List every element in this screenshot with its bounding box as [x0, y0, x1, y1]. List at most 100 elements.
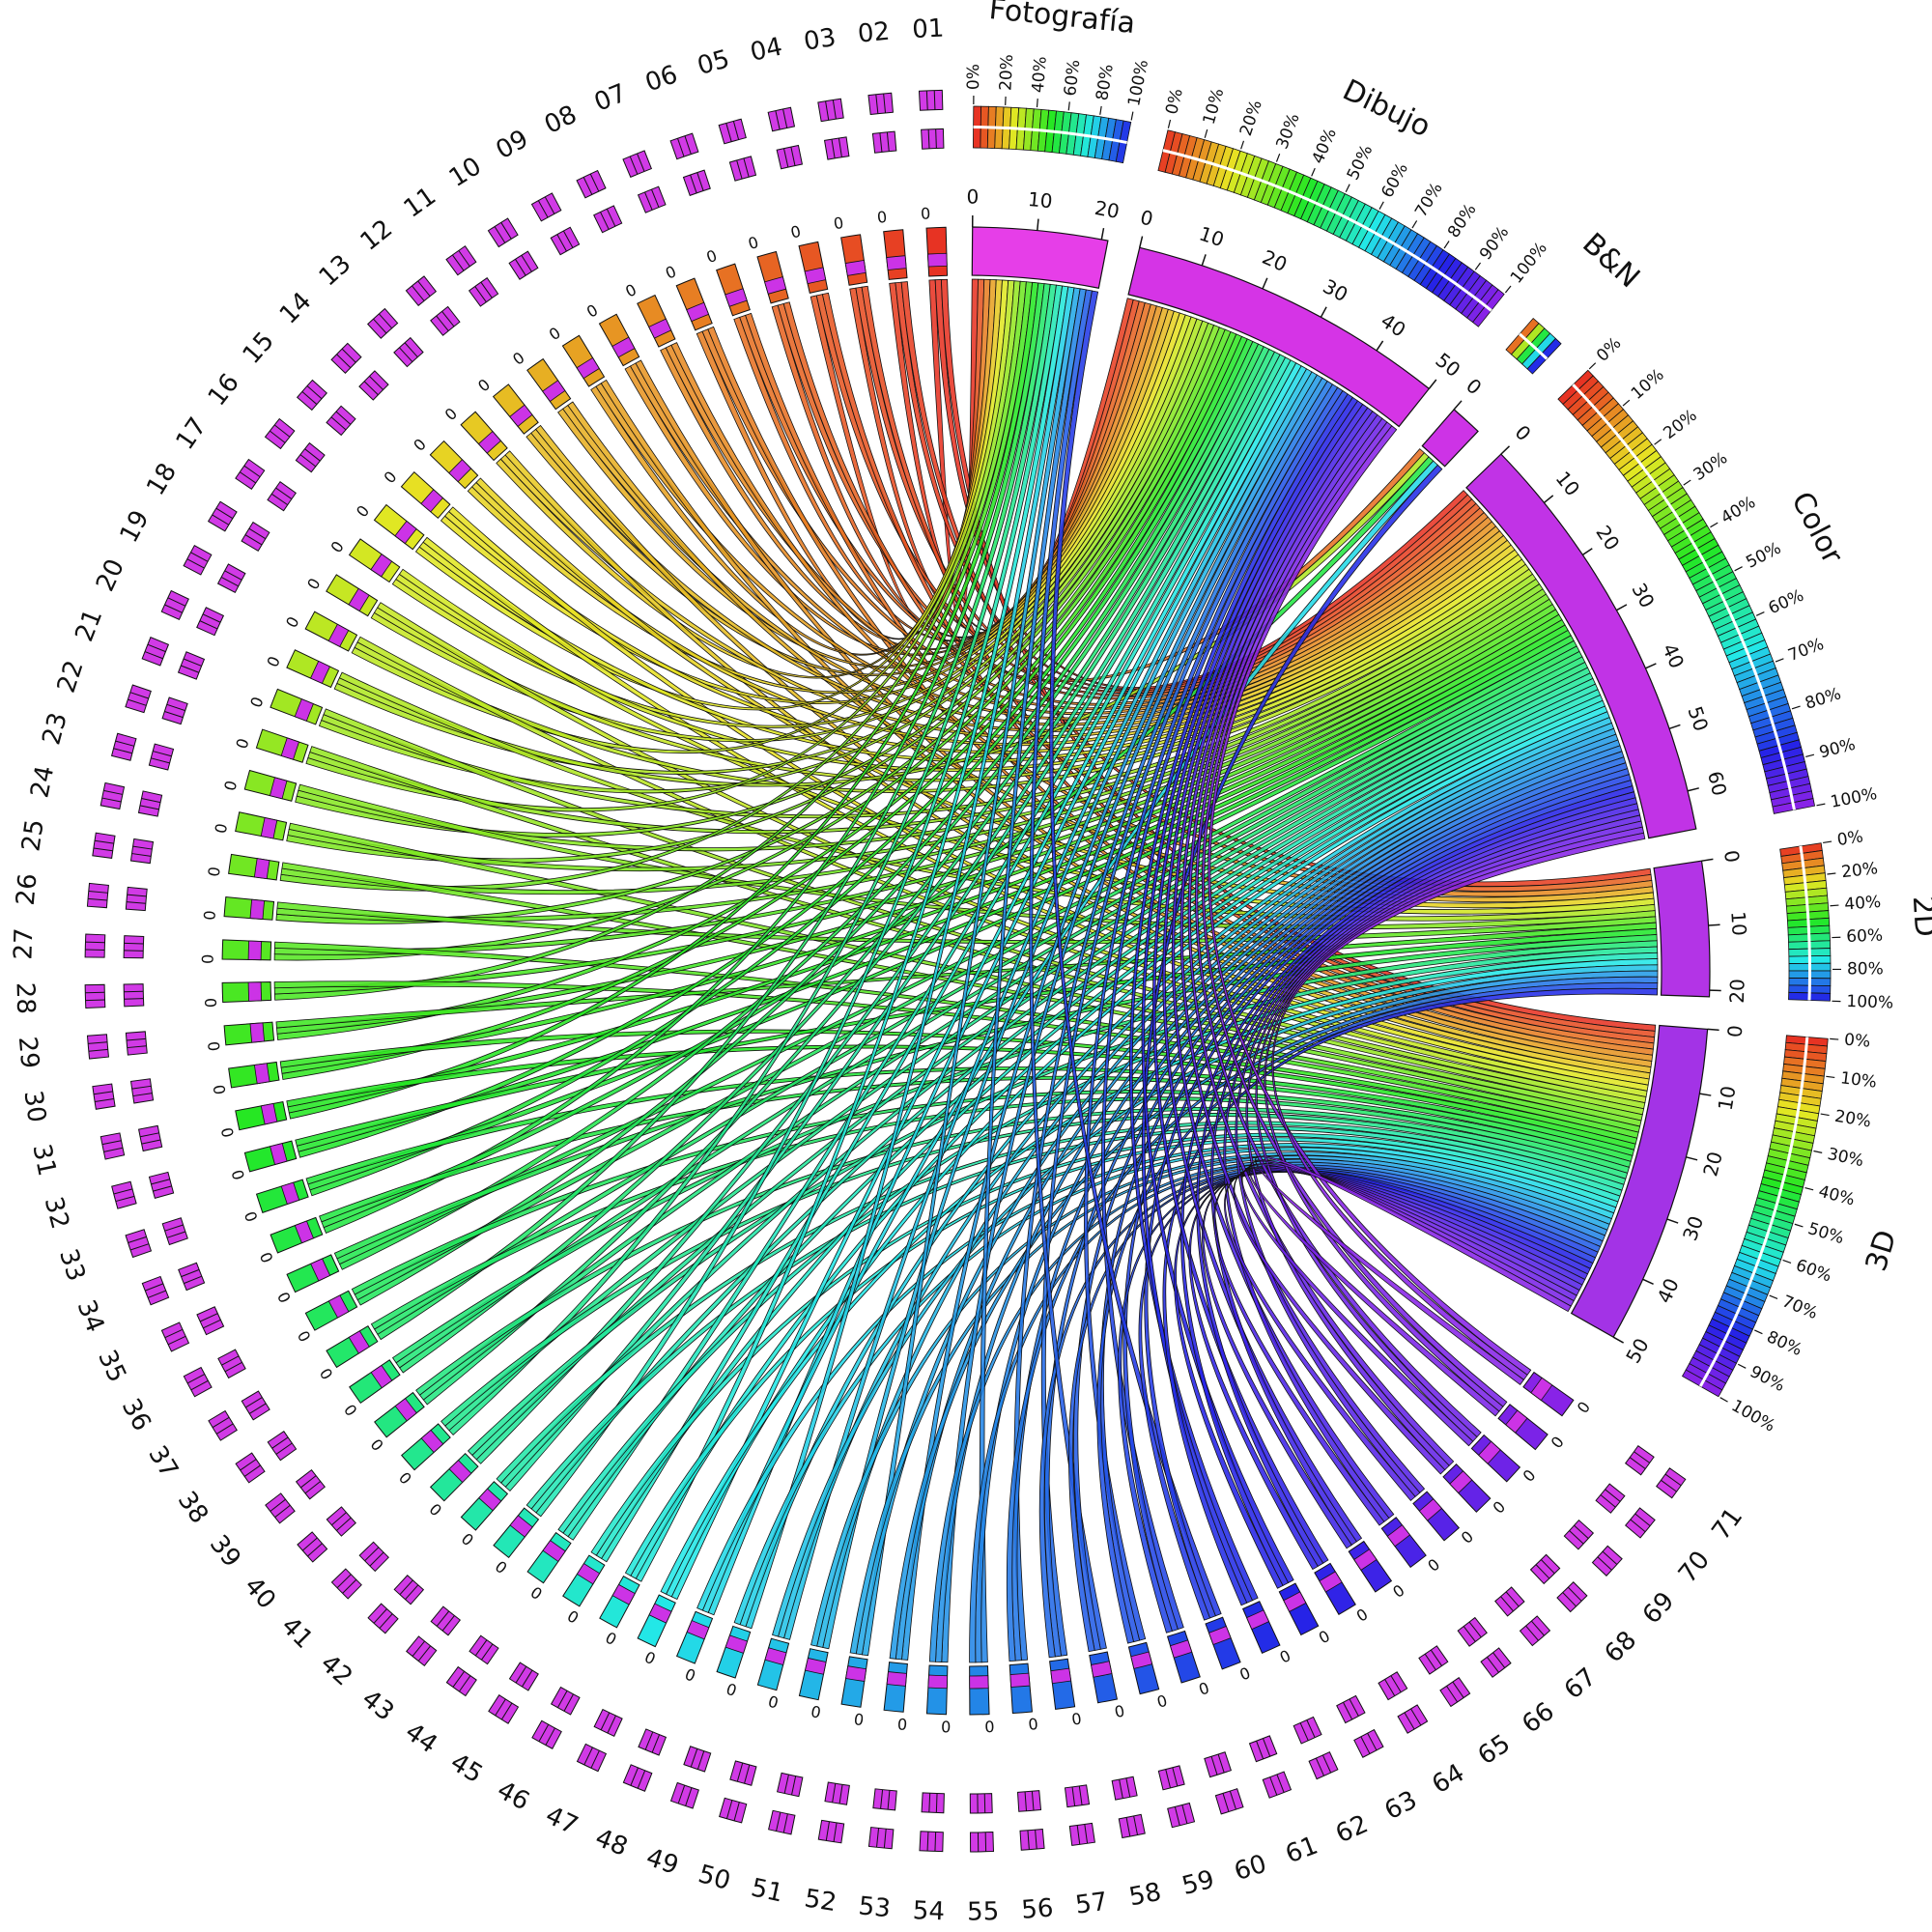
item-label: 14 [274, 287, 318, 330]
item-ring-tick [441, 310, 455, 327]
percent-tick-label: 100% [1507, 239, 1551, 287]
item-ring-tick [733, 1802, 740, 1821]
item-ring-tick [1600, 1494, 1616, 1508]
item-ring-tick [124, 998, 144, 1000]
item-ring-box [358, 370, 389, 401]
percent-tick-mark [1769, 1294, 1778, 1299]
item-ring-tick [1174, 1806, 1180, 1826]
item-ring-tick [1634, 1451, 1651, 1463]
item-ring-box [867, 1827, 895, 1850]
item-ring-box [768, 1809, 796, 1835]
item-ring-box [1336, 1694, 1366, 1724]
item-ring-tick [373, 1608, 387, 1624]
ribbon [323, 282, 1045, 1234]
item-ring-box [683, 1746, 712, 1773]
item-ring-box [430, 305, 461, 336]
item-ring-tick [417, 280, 431, 297]
item-label: 29 [13, 1036, 44, 1070]
item-ring-tick [791, 1776, 797, 1796]
item-ring-tick [1172, 1767, 1179, 1787]
item-ring-box [138, 1124, 163, 1152]
item-ring-tick [500, 222, 512, 240]
item-ring-box [129, 838, 155, 865]
item-segment [460, 411, 508, 462]
ribbon [1141, 464, 1443, 1604]
item-segment [675, 1610, 714, 1664]
item-tick-label: 0 [1316, 1627, 1333, 1648]
item-ring-box [161, 696, 188, 725]
item-marker [1208, 1625, 1232, 1646]
percent-tick-mark [1791, 705, 1801, 710]
item-segment [348, 538, 401, 583]
item-ring-tick [369, 1551, 384, 1567]
item-marker [724, 288, 748, 307]
ribbon [1255, 1155, 1572, 1385]
item-ring-tick [538, 1723, 550, 1742]
item-ring-tick [744, 1764, 751, 1784]
item-ring-tick [299, 454, 317, 468]
item-ring-tick [582, 177, 593, 195]
percent-tick-label: 10% [1628, 365, 1668, 404]
item-label: 24 [25, 763, 60, 800]
item-ring-tick [563, 1693, 574, 1712]
item-ring-box [508, 1662, 539, 1691]
ribbon [1233, 1165, 1580, 1475]
item-ring-tick [1125, 1817, 1131, 1837]
item-label: 10 [444, 152, 487, 193]
item-ring-tick [494, 226, 506, 243]
item-ring-box [550, 1686, 581, 1716]
item-marker [1478, 1440, 1501, 1464]
item-label: 25 [16, 817, 49, 853]
ribbon [504, 450, 1651, 1080]
item-ring-tick [1535, 1564, 1550, 1579]
percent-tick-mark [1130, 111, 1134, 121]
item-ring-tick [221, 1355, 240, 1366]
tick-mark [1708, 923, 1720, 926]
ribbon [660, 303, 1157, 650]
item-ring-box [110, 732, 137, 761]
tick-mark [1699, 1093, 1712, 1096]
item-tick-label: 0 [984, 1718, 995, 1736]
item-marker [648, 1603, 672, 1624]
item-ring-box [1656, 1467, 1687, 1499]
item-marker [448, 459, 472, 483]
item-ring-box [84, 933, 106, 958]
item-ring-box [393, 1575, 425, 1605]
item-marker [477, 430, 502, 454]
item-ring-tick [336, 354, 352, 369]
percent-tick-label: 40% [1844, 893, 1882, 915]
item-ring-tick [270, 493, 289, 506]
item-ring-box [871, 130, 897, 154]
item-tick-label: 0 [353, 501, 373, 521]
item-tick-label: 0 [1458, 1527, 1477, 1548]
item-ring-tick [825, 1821, 830, 1841]
item-ring-tick [1367, 1732, 1378, 1751]
item-ring-tick [1181, 1804, 1188, 1824]
item-ring-tick [203, 1319, 221, 1329]
item-tick-label: 0 [232, 736, 252, 751]
tick-mark [1707, 1028, 1719, 1032]
item-ring-tick [271, 1436, 289, 1449]
item-segment [1522, 1371, 1575, 1417]
item-tick-label: 0 [921, 204, 931, 223]
item-ring-tick [556, 1690, 568, 1708]
item-ring-tick [240, 1459, 257, 1471]
item-ring-tick [224, 570, 242, 581]
percent-tick-label: 40% [1718, 493, 1759, 528]
item-marker [648, 318, 672, 339]
item-ring-tick [1027, 1830, 1030, 1850]
item-ring-tick [245, 1397, 263, 1408]
item-ring-box [84, 983, 106, 1009]
item-ring-tick [1024, 1791, 1027, 1811]
category-tick-label: 10 [1551, 467, 1585, 500]
item-tick-label: 0 [425, 1500, 445, 1520]
percent-tick-label: 100% [1829, 784, 1879, 812]
percent-tick-label: 20% [996, 54, 1017, 92]
percent-tick-label: 70% [1779, 1292, 1821, 1323]
ribbon [1271, 832, 1646, 1380]
ribbon [941, 377, 1328, 1663]
item-ring-tick [925, 90, 928, 110]
item-ring-box [111, 1180, 137, 1209]
item-ring-tick [88, 897, 108, 901]
